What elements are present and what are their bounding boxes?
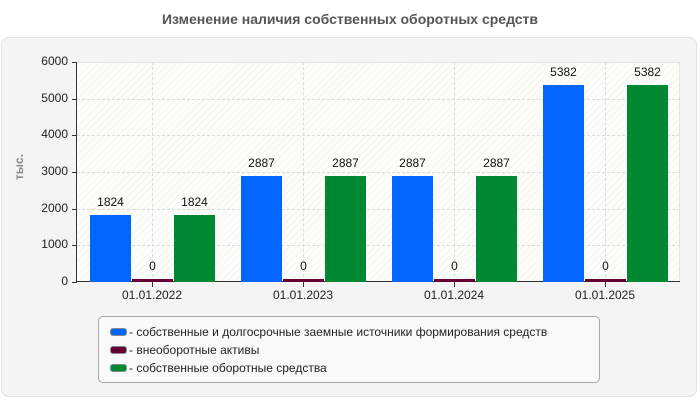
bar-value-label: 0 [602, 259, 609, 273]
x-tick-label: 01.01.2025 [574, 288, 636, 302]
h-gridline [77, 245, 680, 246]
y-tick [72, 282, 77, 283]
legend-item-sources: - собственные и долгосрочные заемные ист… [110, 324, 547, 340]
v-gridline [605, 62, 606, 282]
bar[interactable] [132, 279, 173, 282]
legend-swatch-blue [110, 328, 127, 336]
bar[interactable] [325, 176, 366, 282]
y-tick-label: 6000 [41, 54, 68, 68]
x-tick [303, 282, 304, 287]
bar-value-label: 0 [451, 259, 458, 273]
bar-value-label: 0 [300, 259, 307, 273]
h-gridline [77, 209, 680, 210]
h-gridline [77, 135, 680, 136]
y-tick [72, 62, 77, 63]
bar[interactable] [283, 279, 324, 282]
v-gridline [152, 62, 153, 282]
h-gridline [77, 99, 680, 100]
legend-label: - собственные и долгосрочные заемные ист… [129, 325, 548, 339]
bar[interactable] [476, 176, 517, 282]
y-tick [72, 172, 77, 173]
bar-value-label: 2887 [332, 156, 359, 171]
y-tick-label: 5000 [41, 91, 68, 105]
bar[interactable] [241, 176, 282, 282]
bar[interactable] [585, 279, 626, 282]
bar-value-label: 1824 [97, 195, 124, 210]
h-gridline [77, 172, 680, 173]
bar-value-label: 1824 [181, 195, 208, 210]
y-tick-label: 0 [61, 274, 68, 288]
legend-swatch-green [110, 364, 127, 372]
v-gridline [303, 62, 304, 282]
x-tick [454, 282, 455, 287]
legend-item-working-capital: - собственные оборотные средства [110, 360, 327, 376]
y-tick-label: 2000 [41, 201, 68, 215]
x-tick [152, 282, 153, 287]
bar[interactable] [627, 84, 668, 282]
x-tick-label: 01.01.2023 [272, 288, 334, 302]
y-tick-label: 4000 [41, 127, 68, 141]
bar-value-label: 2887 [483, 156, 510, 171]
y-tick [72, 245, 77, 246]
legend-swatch-maroon [110, 346, 127, 354]
y-tick-label: 3000 [41, 164, 68, 178]
chart-title: Изменение наличия собственных оборотных … [161, 11, 539, 27]
bar[interactable] [434, 279, 475, 282]
legend-label: - собственные оборотные средства [129, 361, 327, 375]
x-tick [605, 282, 606, 287]
bar-value-label: 5382 [634, 64, 661, 79]
y-tick [72, 209, 77, 210]
y-tick-label: 1000 [41, 237, 68, 251]
bar[interactable] [174, 215, 215, 282]
x-tick-label: 01.01.2024 [423, 288, 485, 302]
legend-label: - внеоборотные активы [129, 343, 260, 357]
bar[interactable] [90, 215, 131, 282]
bar[interactable] [392, 176, 433, 282]
bar-value-label: 0 [149, 259, 156, 273]
bar-value-label: 2887 [399, 156, 426, 171]
y-tick [72, 135, 77, 136]
bar-value-label: 2887 [248, 156, 275, 171]
legend-item-noncurrent-assets: - внеоборотные активы [110, 342, 259, 358]
bar-value-label: 5382 [550, 64, 577, 79]
x-axis [77, 281, 680, 282]
x-tick-label: 01.01.2022 [121, 288, 183, 302]
legend: - собственные и долгосрочные заемные ист… [98, 316, 600, 383]
bar[interactable] [543, 84, 584, 282]
v-gridline [454, 62, 455, 282]
y-tick [72, 99, 77, 100]
